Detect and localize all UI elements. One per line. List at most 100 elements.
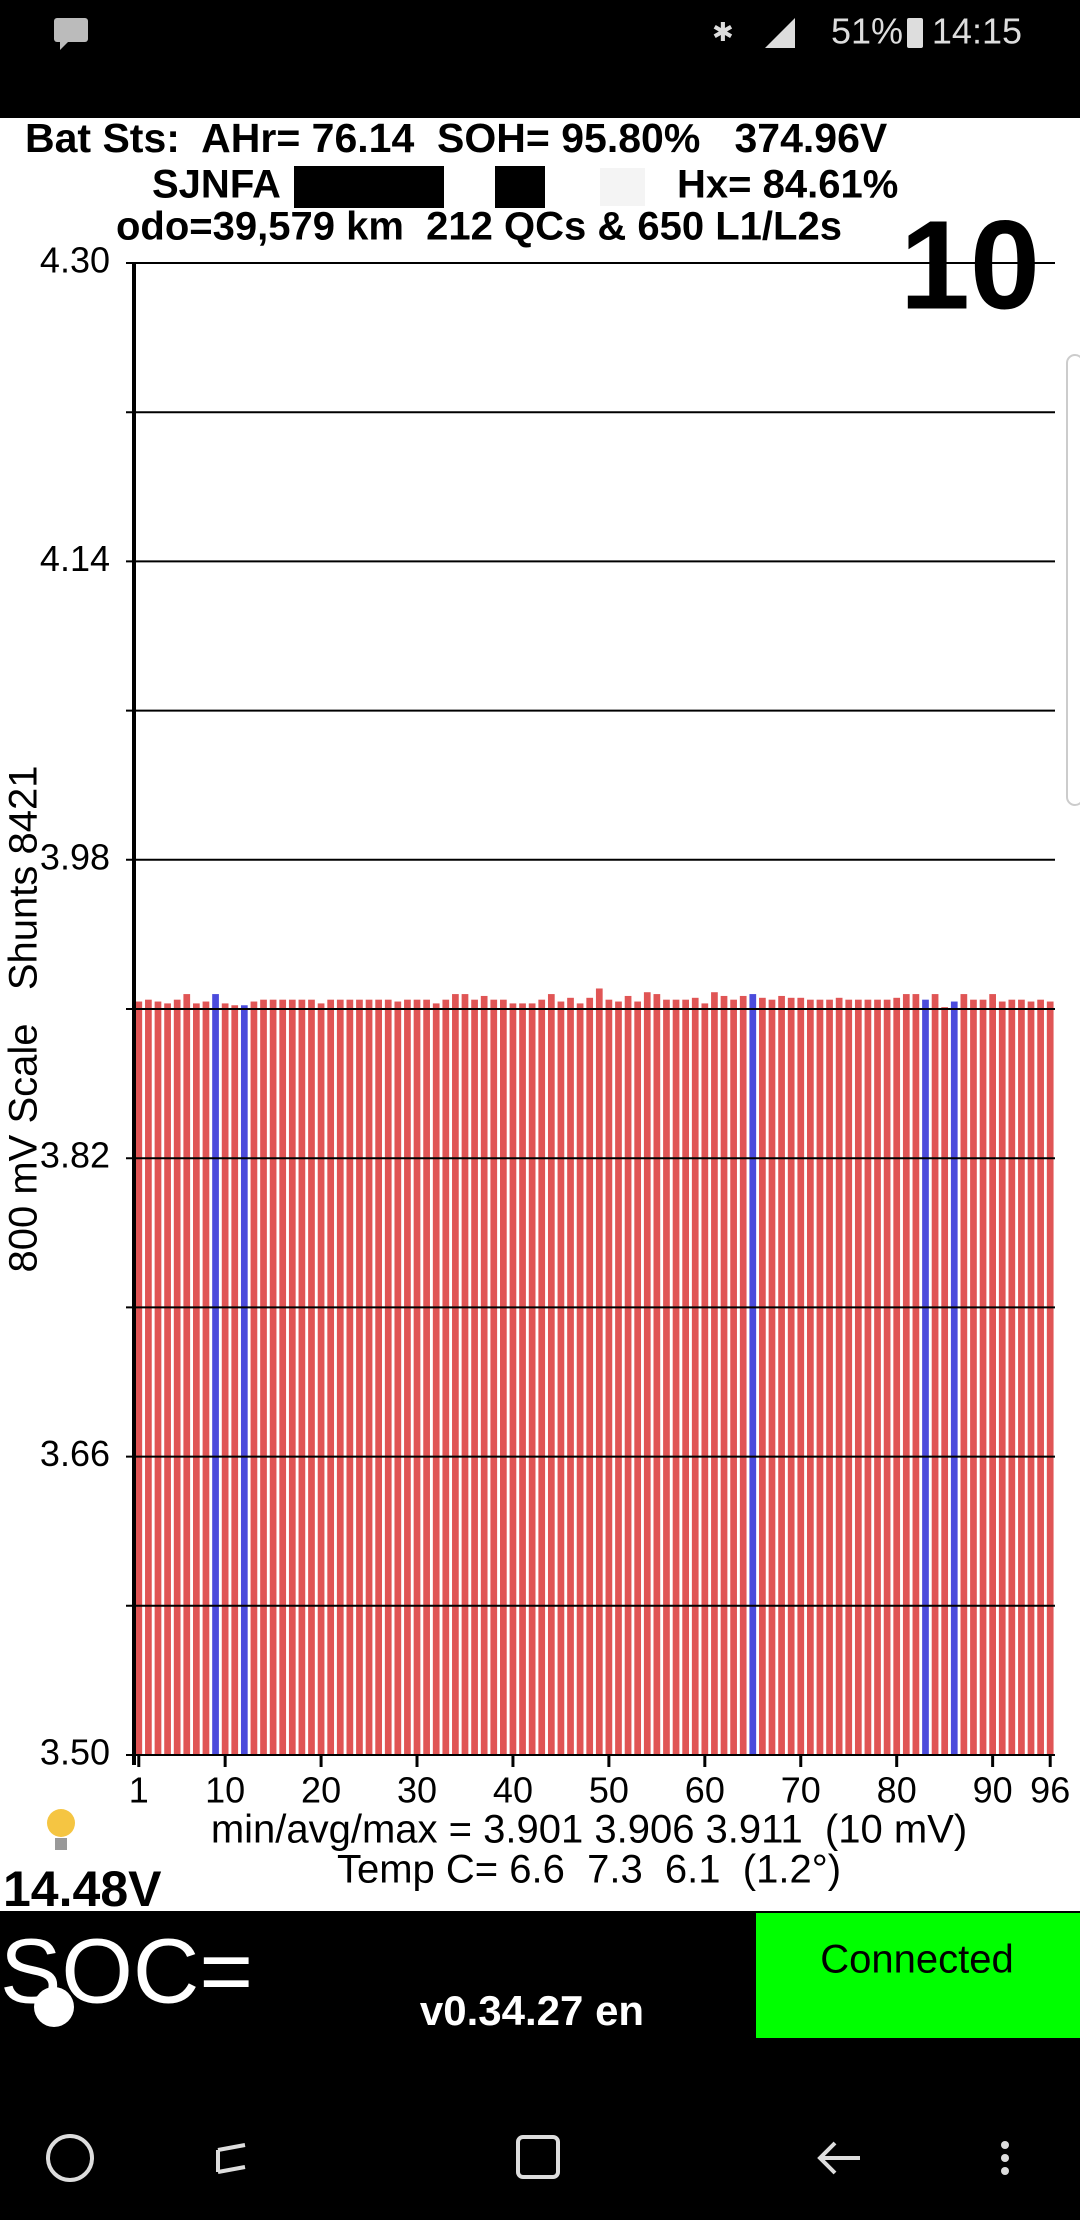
x-tick-label: 70 xyxy=(781,1770,821,1811)
x-tick-label: 20 xyxy=(301,1770,341,1811)
bar xyxy=(893,997,901,1755)
bar xyxy=(183,994,191,1755)
bar xyxy=(826,999,833,1755)
bar xyxy=(471,999,478,1755)
bar xyxy=(145,999,152,1755)
menu-button[interactable] xyxy=(1001,2141,1009,2149)
bar xyxy=(749,994,757,1755)
bar xyxy=(490,999,498,1755)
bar xyxy=(538,999,546,1755)
plot: 3.50 3.66 3.82 3.98 4.14 4.30 1 10 20 30 40 50 60 70 8… xyxy=(40,240,1070,1811)
bar xyxy=(701,1003,709,1755)
bar xyxy=(375,999,382,1755)
bar xyxy=(682,999,689,1755)
bar xyxy=(672,999,680,1755)
bar xyxy=(356,999,363,1755)
bar xyxy=(576,1003,584,1755)
bar xyxy=(452,994,459,1755)
y-tick-label: 4.30 xyxy=(40,240,110,281)
menu-button xyxy=(1001,2154,1009,2162)
bar xyxy=(567,997,574,1755)
scroll-handle[interactable] xyxy=(1066,354,1080,806)
bar xyxy=(768,999,776,1755)
bar xyxy=(816,999,824,1755)
bar xyxy=(509,1003,517,1755)
vin: SJNFA xyxy=(152,163,281,207)
bar xyxy=(423,999,430,1755)
bar xyxy=(979,999,987,1755)
bar xyxy=(365,999,373,1755)
bar xyxy=(653,994,661,1755)
y-axis-label: 800 mV Scale Shunts 8421 xyxy=(2,766,46,1273)
bar xyxy=(260,999,267,1755)
bar xyxy=(557,1001,565,1755)
bar xyxy=(154,1001,162,1755)
y-tick-label: 3.98 xyxy=(40,836,110,877)
bar xyxy=(432,1003,440,1755)
bar xyxy=(730,999,737,1755)
game-tools-button[interactable] xyxy=(46,2134,94,2182)
bar xyxy=(586,997,594,1755)
battery-status: Bat Sts: AHr= 76.14 SOH= 95.80% 374.96V xyxy=(25,115,888,161)
bar xyxy=(874,999,881,1755)
bar xyxy=(835,997,843,1755)
bar xyxy=(384,999,392,1755)
y-tick-label: 4.14 xyxy=(40,538,110,579)
home-button[interactable] xyxy=(516,2135,560,2179)
x-tick-label: 60 xyxy=(685,1770,725,1811)
bulb-icon[interactable] xyxy=(47,1809,75,1837)
battery-percent: 51% xyxy=(831,11,903,52)
bar xyxy=(298,999,306,1755)
bar xyxy=(739,995,747,1755)
x-tick-label: 80 xyxy=(877,1770,917,1811)
x-tick-label: 10 xyxy=(205,1770,245,1811)
bluetooth-icon: ✱ xyxy=(712,17,734,47)
message-icon-tail xyxy=(60,42,68,50)
y-tick-label: 3.50 xyxy=(40,1732,110,1773)
bar xyxy=(519,1003,526,1755)
bar xyxy=(500,999,507,1755)
x-tick-label: 1 xyxy=(129,1770,149,1811)
redaction xyxy=(600,168,645,206)
soc-slider[interactable] xyxy=(34,1987,74,2027)
back-button[interactable] xyxy=(817,2141,860,2175)
bar xyxy=(1018,999,1025,1755)
y-tick-label: 3.66 xyxy=(40,1433,110,1474)
clock: 14:15 xyxy=(932,11,1022,52)
big-number: 10 xyxy=(900,194,1040,335)
bar xyxy=(346,999,354,1755)
bar xyxy=(778,995,785,1755)
recent-apps-button[interactable] xyxy=(216,2143,246,2174)
bar xyxy=(173,999,181,1755)
bar xyxy=(759,997,766,1755)
bar xyxy=(1008,999,1016,1755)
bar xyxy=(327,999,335,1755)
bar xyxy=(317,1003,325,1755)
bar xyxy=(1027,1001,1035,1755)
bar xyxy=(931,994,939,1755)
bar xyxy=(269,999,277,1755)
bar xyxy=(413,999,421,1755)
x-tick-label: 96 xyxy=(1030,1770,1070,1811)
x-tick-label: 90 xyxy=(973,1770,1013,1811)
bar xyxy=(615,1001,622,1755)
connect-button[interactable] xyxy=(756,1913,1080,2038)
bar xyxy=(595,988,603,1755)
bar xyxy=(912,994,920,1755)
x-tick-label: 40 xyxy=(493,1770,533,1811)
bar xyxy=(1046,1001,1054,1755)
bar xyxy=(240,1005,248,1755)
bar xyxy=(883,999,891,1755)
bar xyxy=(336,999,344,1755)
bar xyxy=(663,999,670,1755)
y-tick-label: 3.82 xyxy=(40,1135,110,1176)
bar xyxy=(807,999,814,1755)
bar xyxy=(308,999,315,1755)
temperature: Temp C= 6.6 7.3 6.1 (1.2°) xyxy=(337,1848,841,1892)
bar xyxy=(279,999,287,1755)
bar xyxy=(941,1007,949,1755)
bar xyxy=(711,992,718,1755)
bar xyxy=(634,1001,642,1755)
bulb-base xyxy=(55,1838,67,1850)
